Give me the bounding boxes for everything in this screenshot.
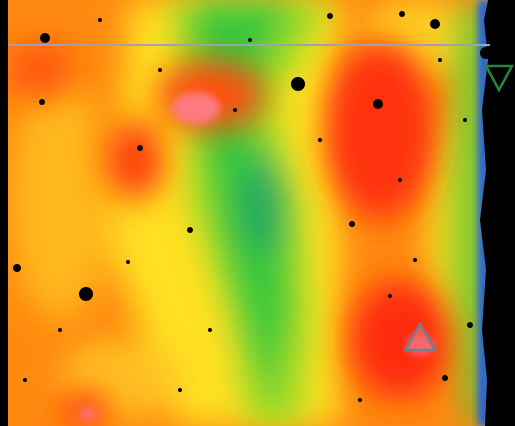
line-end-marker (480, 47, 492, 59)
map (5, 0, 515, 426)
heatmap-view (0, 0, 515, 426)
left-edge (0, 0, 8, 426)
